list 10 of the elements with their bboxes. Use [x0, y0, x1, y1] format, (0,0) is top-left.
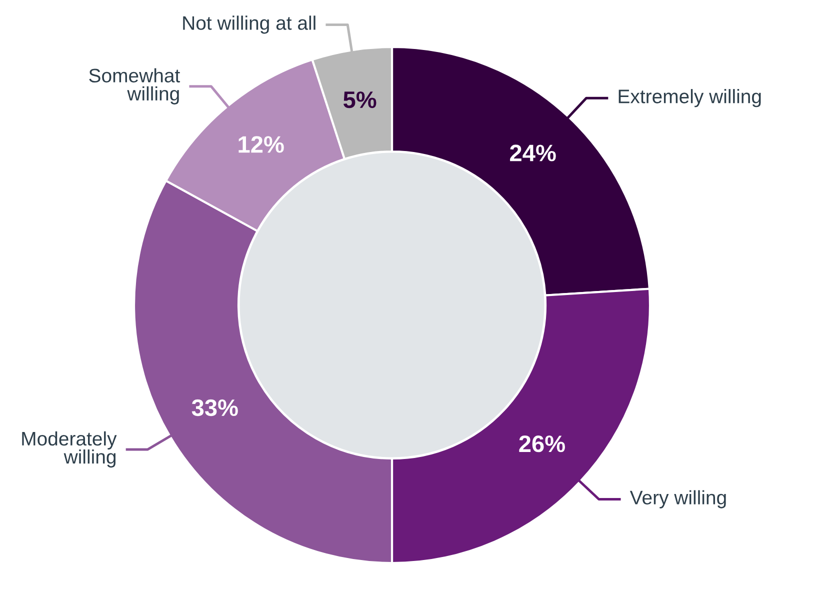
data-label: 33% — [192, 399, 238, 416]
data-label: 24% — [510, 144, 556, 162]
slice-label: Moderately willing — [22, 431, 117, 468]
data-label: 12% — [238, 136, 284, 153]
slice-label: Not willing at all — [183, 16, 316, 34]
slice-label: Somewhat willing — [89, 68, 180, 104]
data-label: 5% — [343, 91, 376, 108]
slice-label: Very willing — [630, 490, 726, 508]
data-label: 26% — [519, 435, 565, 452]
slice-label: Extremely willing — [618, 89, 761, 108]
